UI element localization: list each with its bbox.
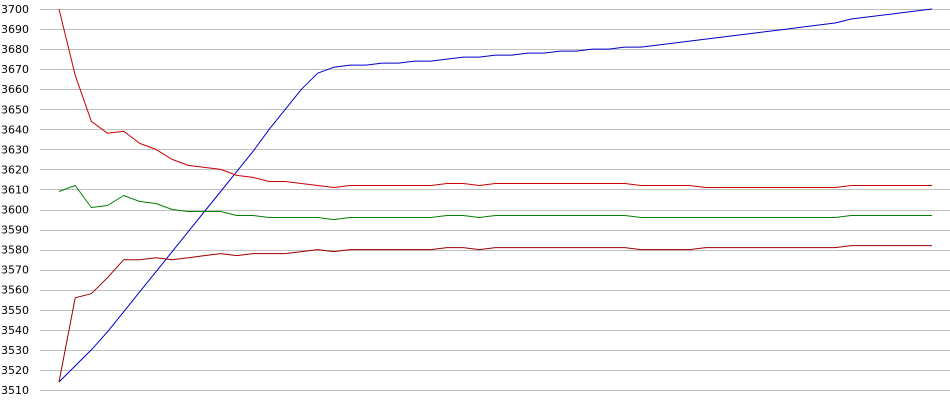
- y-tick-label: 3700: [1, 3, 29, 16]
- y-tick-label: 3550: [1, 304, 29, 317]
- y-tick-label: 3630: [1, 143, 29, 156]
- y-tick-label: 3580: [1, 244, 29, 257]
- y-tick-label: 3600: [1, 204, 29, 217]
- series-line-1: [58, 8, 933, 383]
- y-tick-label: 3660: [1, 83, 29, 96]
- series-line-3: [58, 185, 932, 221]
- y-tick-label: 3690: [1, 23, 29, 36]
- y-tick-label: 3540: [1, 324, 29, 337]
- y-tick-label: 3520: [1, 364, 29, 377]
- grid-lines: [40, 9, 950, 391]
- series-line-4: [58, 245, 932, 383]
- y-tick-label: 3590: [1, 224, 29, 237]
- y-tick-label: 3670: [1, 63, 29, 76]
- y-tick-label: 3620: [1, 163, 29, 176]
- y-tick-label: 3530: [1, 344, 29, 357]
- y-tick-label: 3570: [1, 264, 29, 277]
- y-tick-label: 3610: [1, 183, 29, 196]
- y-tick-label: 3640: [1, 123, 29, 136]
- y-axis-tick-labels: 3510 3520 3530 3540 3550 3560 3570 3580 3590 3600…: [1, 3, 29, 397]
- y-tick-label: 3510: [1, 384, 29, 397]
- y-tick-label: 3650: [1, 103, 29, 116]
- series-line-2: [58, 8, 932, 188]
- series-lines: [58, 8, 933, 383]
- y-tick-label: 3560: [1, 284, 29, 297]
- y-tick-label: 3680: [1, 43, 29, 56]
